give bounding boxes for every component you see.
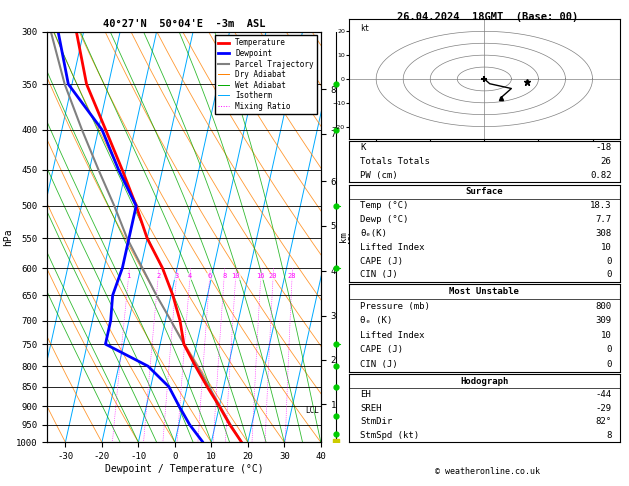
Text: 26: 26 bbox=[601, 157, 611, 166]
Text: 10: 10 bbox=[601, 243, 611, 252]
Text: Surface: Surface bbox=[465, 187, 503, 196]
Text: 0: 0 bbox=[606, 346, 611, 354]
Text: -44: -44 bbox=[595, 390, 611, 399]
Text: 8: 8 bbox=[222, 274, 226, 279]
Text: PW (cm): PW (cm) bbox=[360, 171, 398, 180]
Text: 3: 3 bbox=[174, 274, 179, 279]
Text: 82°: 82° bbox=[595, 417, 611, 426]
Text: 1: 1 bbox=[126, 274, 131, 279]
Text: LCL: LCL bbox=[305, 406, 319, 416]
Y-axis label: km
ASL: km ASL bbox=[338, 229, 358, 245]
Text: 0: 0 bbox=[606, 360, 611, 369]
Text: Totals Totals: Totals Totals bbox=[360, 157, 430, 166]
Text: StmSpd (kt): StmSpd (kt) bbox=[360, 431, 419, 440]
Text: 20: 20 bbox=[269, 274, 277, 279]
Text: 2: 2 bbox=[156, 274, 160, 279]
Text: 10: 10 bbox=[231, 274, 240, 279]
Text: © weatheronline.co.uk: © weatheronline.co.uk bbox=[435, 467, 540, 476]
Text: 0: 0 bbox=[606, 257, 611, 265]
Title: 40°27'N  50°04'E  -3m  ASL: 40°27'N 50°04'E -3m ASL bbox=[103, 19, 265, 30]
Text: θₑ (K): θₑ (K) bbox=[360, 316, 392, 325]
Text: Dewp (°C): Dewp (°C) bbox=[360, 215, 408, 224]
Text: 28: 28 bbox=[288, 274, 296, 279]
Text: 10: 10 bbox=[601, 331, 611, 340]
Text: EH: EH bbox=[360, 390, 370, 399]
Text: SREH: SREH bbox=[360, 404, 381, 413]
Text: 0.82: 0.82 bbox=[590, 171, 611, 180]
Text: kt: kt bbox=[360, 24, 369, 33]
Y-axis label: hPa: hPa bbox=[3, 228, 13, 246]
Text: Pressure (mb): Pressure (mb) bbox=[360, 302, 430, 311]
Text: CIN (J): CIN (J) bbox=[360, 360, 398, 369]
Text: 4: 4 bbox=[188, 274, 192, 279]
Text: 308: 308 bbox=[595, 229, 611, 238]
Text: Hodograph: Hodograph bbox=[460, 377, 508, 385]
Text: 8: 8 bbox=[606, 431, 611, 440]
Text: StmDir: StmDir bbox=[360, 417, 392, 426]
Text: CAPE (J): CAPE (J) bbox=[360, 346, 403, 354]
Text: 309: 309 bbox=[595, 316, 611, 325]
X-axis label: Dewpoint / Temperature (°C): Dewpoint / Temperature (°C) bbox=[104, 464, 264, 474]
Legend: Temperature, Dewpoint, Parcel Trajectory, Dry Adiabat, Wet Adiabat, Isotherm, Mi: Temperature, Dewpoint, Parcel Trajectory… bbox=[214, 35, 317, 114]
Text: -29: -29 bbox=[595, 404, 611, 413]
Text: Most Unstable: Most Unstable bbox=[449, 287, 520, 296]
Text: 18.3: 18.3 bbox=[590, 201, 611, 210]
Text: 800: 800 bbox=[595, 302, 611, 311]
Text: 6: 6 bbox=[208, 274, 212, 279]
Text: Temp (°C): Temp (°C) bbox=[360, 201, 408, 210]
Text: 16: 16 bbox=[257, 274, 265, 279]
Text: -18: -18 bbox=[595, 143, 611, 152]
Text: Lifted Index: Lifted Index bbox=[360, 243, 425, 252]
Text: K: K bbox=[360, 143, 365, 152]
Text: Lifted Index: Lifted Index bbox=[360, 331, 425, 340]
Text: CAPE (J): CAPE (J) bbox=[360, 257, 403, 265]
Text: θₑ(K): θₑ(K) bbox=[360, 229, 387, 238]
Text: 7.7: 7.7 bbox=[595, 215, 611, 224]
Text: CIN (J): CIN (J) bbox=[360, 270, 398, 279]
Text: 0: 0 bbox=[606, 270, 611, 279]
Text: 26.04.2024  18GMT  (Base: 00): 26.04.2024 18GMT (Base: 00) bbox=[397, 12, 578, 22]
